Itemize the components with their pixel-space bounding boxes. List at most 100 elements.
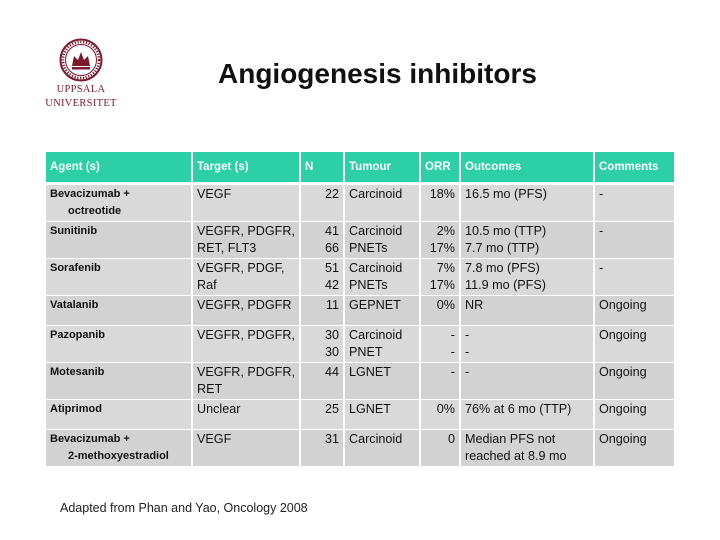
cell-line: -	[465, 328, 470, 342]
cell-n: 31	[300, 429, 345, 467]
column-header-agent: Agent (s)	[46, 152, 193, 185]
logo-line-universitet: UNIVERSITET	[45, 98, 117, 109]
cell-line: 7.7 mo (TTP)	[465, 241, 540, 255]
cell-line: NR	[465, 298, 484, 312]
cell-line: PNETs	[349, 278, 388, 292]
cell-target: Unclear	[192, 399, 301, 430]
cell-line: Carcinoid	[349, 432, 403, 446]
cell-line: Carcinoid	[349, 187, 403, 201]
cell-line: 22	[324, 187, 339, 201]
cell-n: 11	[300, 295, 345, 326]
cell-line: Ongoing	[599, 402, 647, 416]
cell-line: reached at 8.9 mo	[465, 449, 567, 463]
cell-orr: 2% 17%	[420, 221, 461, 259]
cell-orr: 7% 17%	[420, 258, 461, 296]
cell-line: Median PFS not	[465, 432, 556, 446]
cell-line: -	[599, 187, 604, 201]
cell-line: 76% at 6 mo (TTP)	[465, 402, 572, 416]
cell-n: 51 42	[300, 258, 345, 296]
cell-tumour: Carcinoid	[344, 183, 421, 222]
table-row: Atiprimod Unclear 25 LGNET 0% 76% at 6 mo (TT…	[46, 399, 674, 430]
table-row: Motesanib VEGFR, PDGFR, RET 44 LGNET - - Ongoin…	[46, 362, 674, 400]
cell-n: 25	[300, 399, 345, 430]
cell-line: 0%	[436, 298, 455, 312]
cell-line: VEGF	[197, 432, 232, 446]
cell-line: PNET	[349, 345, 383, 359]
cell-orr: 0	[420, 429, 461, 467]
cell-comments: Ongoing	[594, 325, 674, 363]
cell-outcomes: 10.5 mo (TTP) 7.7 mo (TTP)	[460, 221, 595, 259]
cell-line: 44	[324, 365, 339, 379]
cell-agent: Sorafenib	[46, 258, 193, 296]
cell-line: Ongoing	[599, 432, 647, 446]
slide-title: Angiogenesis inhibitors	[218, 58, 537, 89]
cell-outcomes: 76% at 6 mo (TTP)	[460, 399, 595, 430]
cell-n: 44	[300, 362, 345, 400]
cell-line: 31	[324, 432, 339, 446]
cell-line: 2%	[436, 224, 455, 238]
cell-line: 7.8 mo (PFS)	[465, 261, 540, 275]
cell-line: Unclear	[197, 402, 241, 416]
cell-line: LGNET	[349, 402, 391, 416]
cell-line: Ongoing	[599, 365, 647, 379]
column-header-n: N	[300, 152, 345, 185]
cell-line: -	[450, 365, 455, 379]
cell-target: VEGFR, PDGF, Raf	[192, 258, 301, 296]
citation: Adapted from Phan and Yao, Oncology 2008	[60, 501, 308, 515]
cell-line: RET	[197, 382, 223, 396]
cell-line: GEPNET	[349, 298, 401, 312]
cell-tumour: LGNET	[344, 399, 421, 430]
cell-comments: -	[594, 221, 674, 259]
cell-line: -	[465, 345, 470, 359]
cell-line: -	[599, 224, 604, 238]
university-logo: UPPSALA UNIVERSITET	[40, 38, 122, 110]
cell-line: -	[450, 345, 455, 359]
cell-orr: -	[420, 362, 461, 400]
cell-line: 0	[447, 432, 455, 446]
column-header-tumour: Tumour	[344, 152, 421, 185]
cell-agent: Vatalanib	[46, 295, 193, 326]
cell-tumour: GEPNET	[344, 295, 421, 326]
cell-tumour: Carcinoid PNETs	[344, 221, 421, 259]
column-header-outcomes: Outcomes	[460, 152, 595, 185]
cell-agent: Bevacizumab + octreotide	[46, 183, 193, 222]
cell-comments: Ongoing	[594, 429, 674, 467]
cell-n: 41 66	[300, 221, 345, 259]
cell-target: VEGFR, PDGFR,	[192, 325, 301, 363]
table-row: Bevacizumab + octreotide VEGF 22 Carcinoid 18…	[46, 183, 674, 222]
cell-line: 41	[324, 224, 339, 238]
cell-outcomes: Median PFS not reached at 8.9 mo	[460, 429, 595, 467]
cell-tumour: Carcinoid PNETs	[344, 258, 421, 296]
cell-line: 11.9 mo (PFS)	[465, 278, 546, 292]
cell-line: 11	[325, 298, 339, 312]
cell-line: 66	[324, 241, 339, 255]
cell-agent: Atiprimod	[46, 399, 193, 430]
cell-line: Carcinoid	[349, 328, 403, 342]
cell-n: 22	[300, 183, 345, 222]
cell-line: VEGF	[197, 187, 232, 201]
cell-line: VEGFR, PDGFR,	[197, 328, 295, 342]
table-row: Vatalanib VEGFR, PDGFR 11 GEPNET 0% NR Ongoing	[46, 295, 674, 326]
cell-line: Bevacizumab +	[50, 188, 130, 200]
cell-line: 0%	[436, 402, 455, 416]
cell-agent: Pazopanib	[46, 325, 193, 363]
cell-outcomes: -	[460, 362, 595, 400]
cell-line: Pazopanib	[50, 329, 106, 341]
cell-orr: 0%	[420, 399, 461, 430]
cell-tumour: LGNET	[344, 362, 421, 400]
cell-line: Carcinoid	[349, 224, 403, 238]
cell-orr: 18%	[420, 183, 461, 222]
cell-agent: Bevacizumab + 2-methoxyestradiol	[46, 429, 193, 467]
cell-line: -	[465, 365, 470, 379]
cell-line: -	[450, 328, 455, 342]
cell-target: VEGFR, PDGFR	[192, 295, 301, 326]
cell-comments: Ongoing	[594, 399, 674, 430]
cell-line: Vatalanib	[50, 299, 99, 311]
cell-outcomes: --	[460, 325, 595, 363]
cell-line: Raf	[197, 278, 217, 292]
table-row: Pazopanib VEGFR, PDGFR, 30 30 Carcinoid PNET -…	[46, 325, 674, 363]
cell-line: RET, FLT3	[197, 241, 257, 255]
cell-line: 10.5 mo (TTP)	[465, 224, 547, 238]
cell-agent: Sunitinib	[46, 221, 193, 259]
cell-line: Carcinoid	[349, 261, 403, 275]
